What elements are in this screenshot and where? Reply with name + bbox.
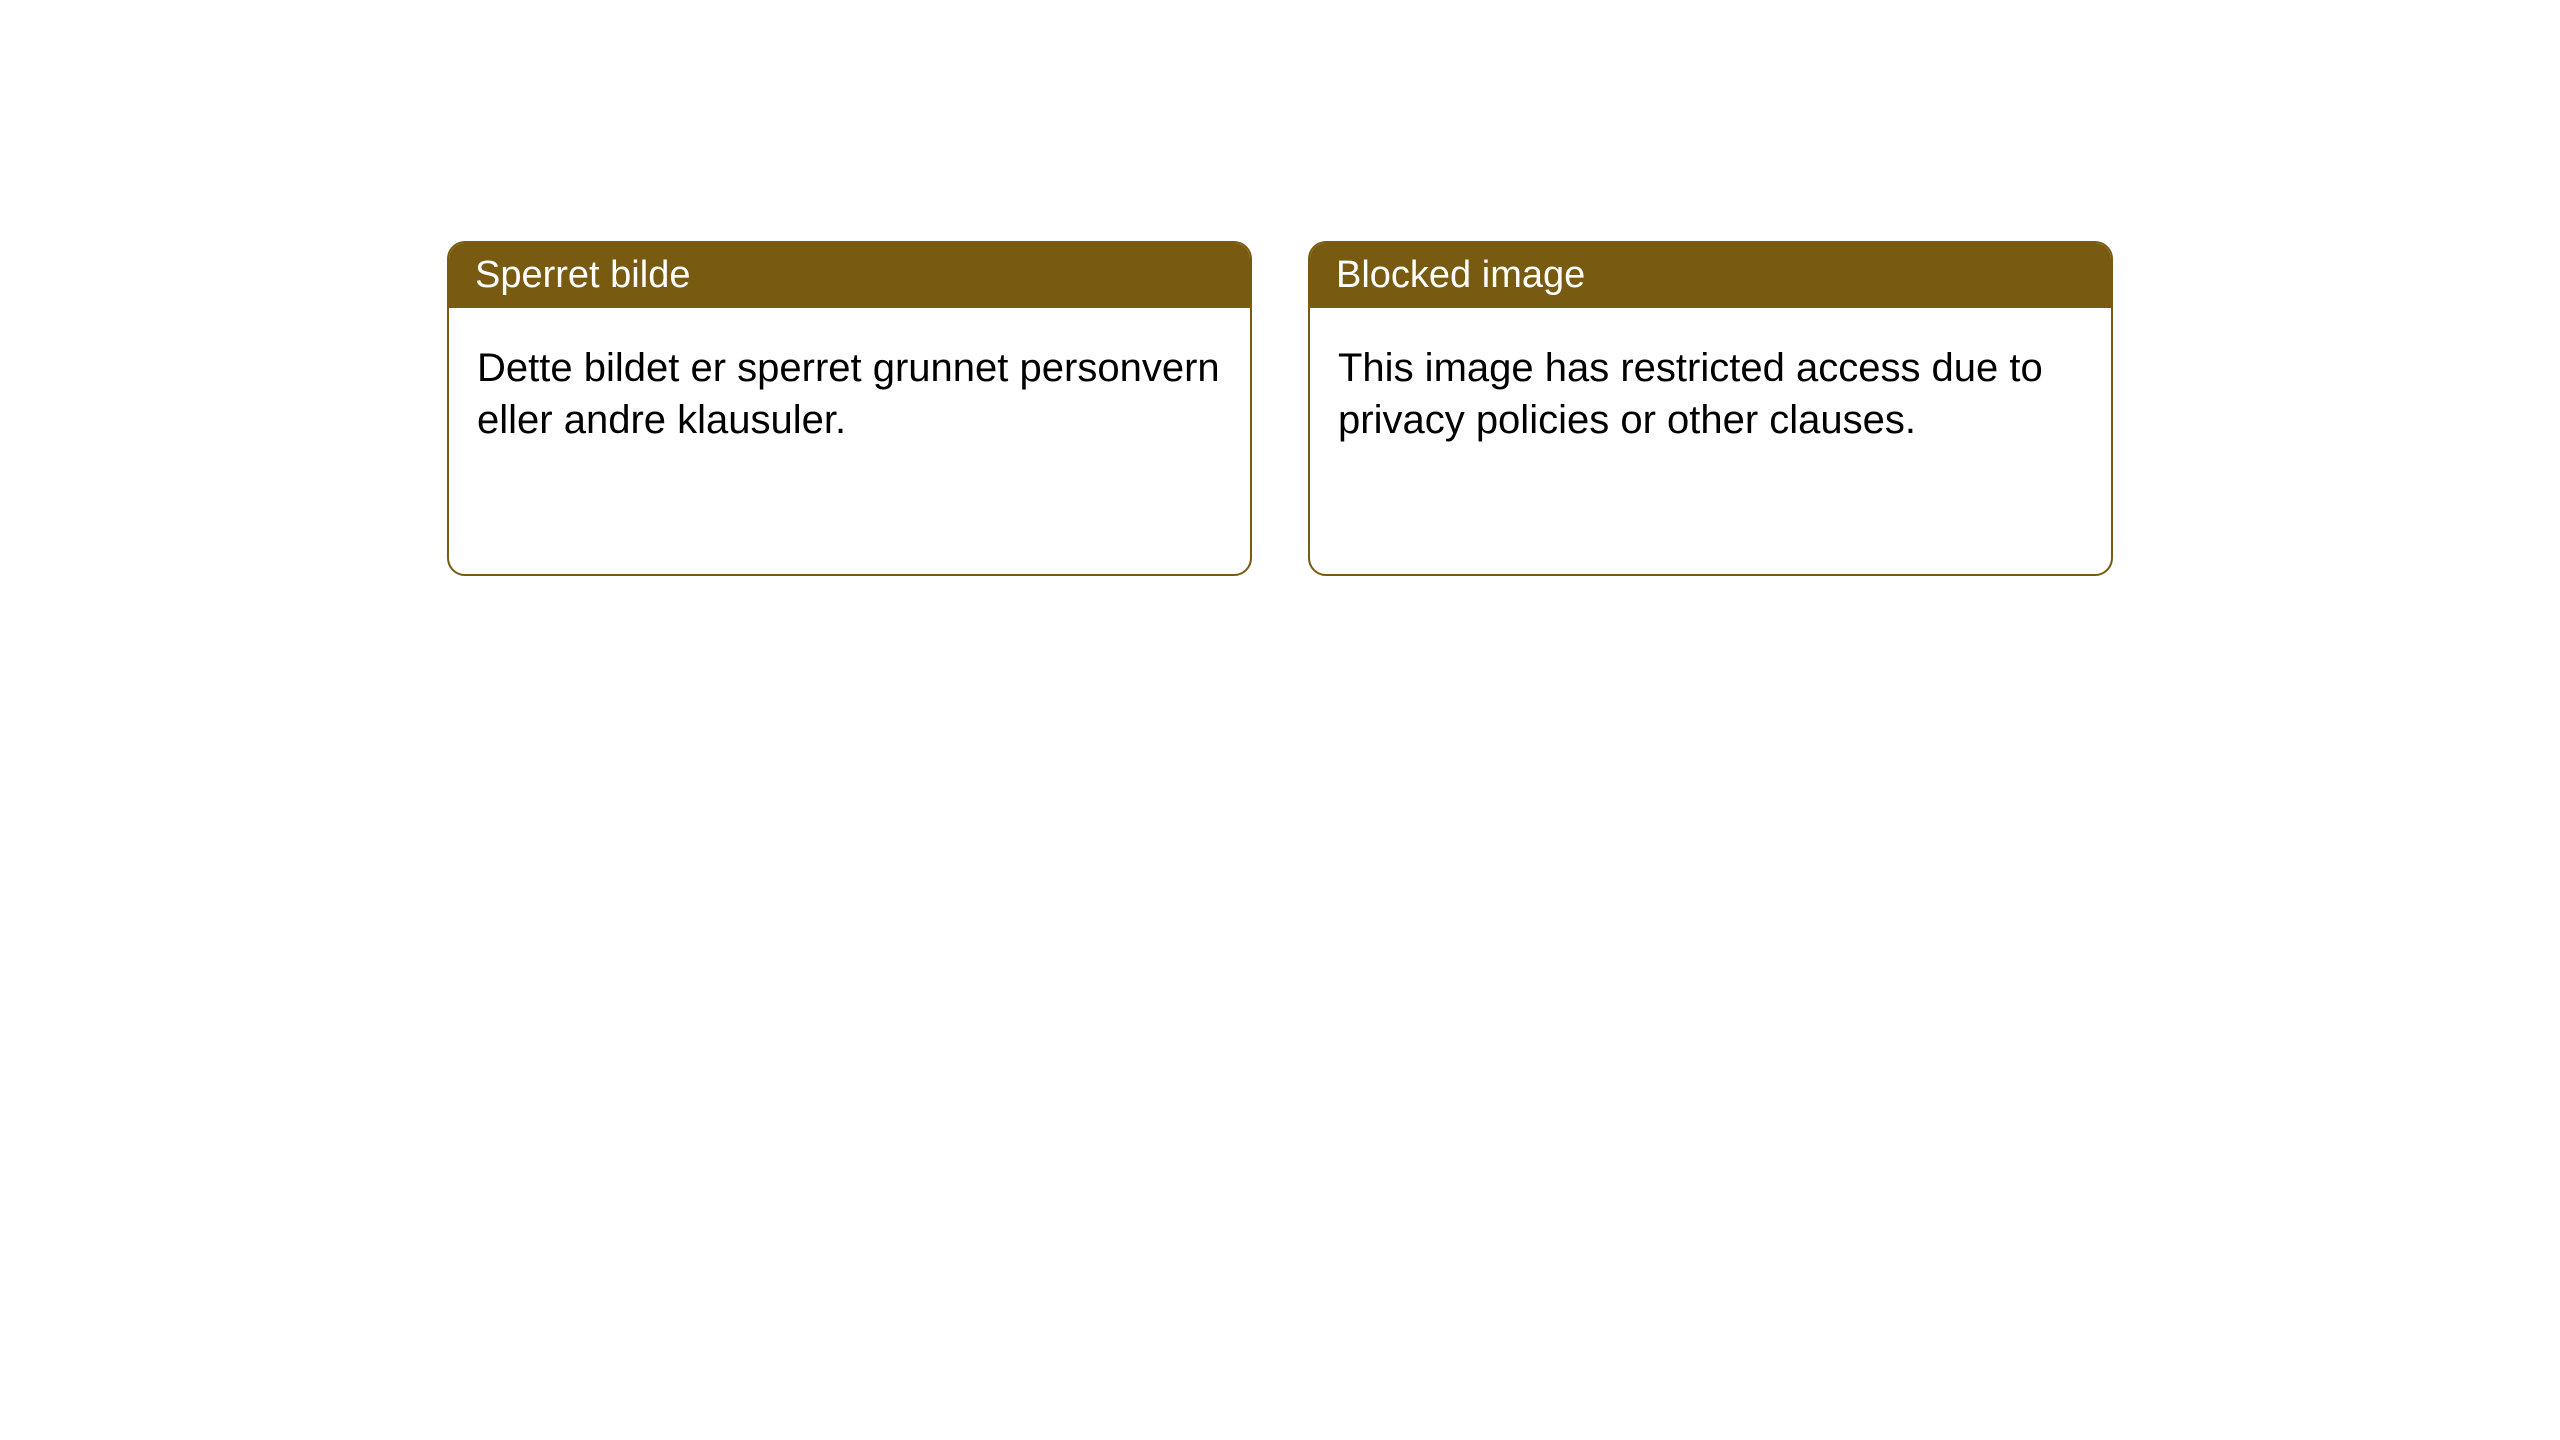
notice-container: Sperret bilde Dette bildet er sperret gr… xyxy=(0,0,2560,576)
notice-card-english: Blocked image This image has restricted … xyxy=(1308,241,2113,576)
notice-header: Sperret bilde xyxy=(449,243,1250,308)
notice-body: Dette bildet er sperret grunnet personve… xyxy=(449,308,1250,480)
notice-card-norwegian: Sperret bilde Dette bildet er sperret gr… xyxy=(447,241,1252,576)
notice-body: This image has restricted access due to … xyxy=(1310,308,2111,480)
notice-header: Blocked image xyxy=(1310,243,2111,308)
